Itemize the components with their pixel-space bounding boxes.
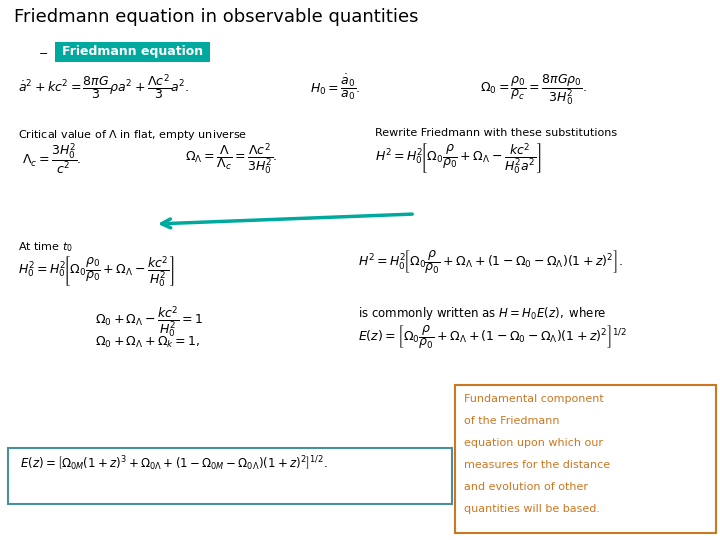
Text: $H_0 = \dfrac{\dot{a}_0}{a_0}.$: $H_0 = \dfrac{\dot{a}_0}{a_0}.$ — [310, 72, 361, 102]
Text: $-$: $-$ — [38, 47, 48, 57]
Text: $H_0^2 = H_0^2\!\left[\Omega_0\dfrac{\rho_0}{\rho_0} + \Omega_\Lambda - \dfrac{k: $H_0^2 = H_0^2\!\left[\Omega_0\dfrac{\rh… — [18, 255, 175, 290]
Text: Rewrite Friedmann with these substitutions: Rewrite Friedmann with these substitutio… — [375, 128, 617, 138]
FancyBboxPatch shape — [8, 448, 452, 504]
Text: Fundamental component: Fundamental component — [464, 394, 604, 404]
Text: Critical value of $\Lambda$ in flat, empty universe: Critical value of $\Lambda$ in flat, emp… — [18, 128, 247, 142]
Text: $\Omega_0 + \Omega_\Lambda + \Omega_k = 1,$: $\Omega_0 + \Omega_\Lambda + \Omega_k = … — [95, 335, 200, 350]
Text: Friedmann equation: Friedmann equation — [62, 45, 203, 58]
Text: equation upon which our: equation upon which our — [464, 438, 603, 448]
FancyBboxPatch shape — [455, 385, 716, 533]
Text: $H^2 = H_0^2\!\left[\Omega_0\dfrac{\rho}{\rho_0} + \Omega_\Lambda - \dfrac{kc^2}: $H^2 = H_0^2\!\left[\Omega_0\dfrac{\rho}… — [375, 142, 541, 177]
Text: $\Lambda_c = \dfrac{3H_0^2}{c^2}.$: $\Lambda_c = \dfrac{3H_0^2}{c^2}.$ — [22, 142, 81, 177]
Text: of the Friedmann: of the Friedmann — [464, 416, 559, 426]
Text: $E(z) = \left[\Omega_0\dfrac{\rho}{\rho_0} + \Omega_\Lambda + (1-\Omega_0-\Omega: $E(z) = \left[\Omega_0\dfrac{\rho}{\rho_… — [358, 323, 627, 351]
Text: $\Omega_0 + \Omega_\Lambda - \dfrac{kc^2}{H_0^2} = 1$: $\Omega_0 + \Omega_\Lambda - \dfrac{kc^2… — [95, 305, 204, 340]
Text: is commonly written as $H = H_0 E(z),$ where: is commonly written as $H = H_0 E(z),$ w… — [358, 305, 606, 322]
Text: At time $t_0$: At time $t_0$ — [18, 240, 73, 254]
Text: $\dot{a}^2 + kc^2 = \dfrac{8\pi G}{3}\rho a^2 + \dfrac{\Lambda c^2}{3}a^2.$: $\dot{a}^2 + kc^2 = \dfrac{8\pi G}{3}\rh… — [18, 72, 189, 102]
Text: $\Omega_0 = \dfrac{\rho_0}{\rho_c} = \dfrac{8\pi G\rho_0}{3H_0^2}.$: $\Omega_0 = \dfrac{\rho_0}{\rho_c} = \df… — [480, 72, 587, 106]
Text: quantities will be based.: quantities will be based. — [464, 504, 600, 514]
Text: $E(z) = \left[\Omega_{0M}(1+z)^3 + \Omega_{0\Lambda} + (1-\Omega_{0M}-\Omega_{0\: $E(z) = \left[\Omega_{0M}(1+z)^3 + \Omeg… — [20, 454, 328, 472]
Text: Friedmann equation in observable quantities: Friedmann equation in observable quantit… — [14, 8, 418, 26]
Text: measures for the distance: measures for the distance — [464, 460, 610, 470]
Text: $H^2 = H_0^2\!\left[\Omega_0\dfrac{\rho}{\rho_0} + \Omega_\Lambda + (1-\Omega_0-: $H^2 = H_0^2\!\left[\Omega_0\dfrac{\rho}… — [358, 248, 623, 276]
FancyBboxPatch shape — [55, 42, 210, 62]
Text: $\Omega_\Lambda = \dfrac{\Lambda}{\Lambda_c} = \dfrac{\Lambda c^2}{3H_0^2}.$: $\Omega_\Lambda = \dfrac{\Lambda}{\Lambd… — [185, 142, 277, 177]
Text: and evolution of other: and evolution of other — [464, 482, 588, 492]
